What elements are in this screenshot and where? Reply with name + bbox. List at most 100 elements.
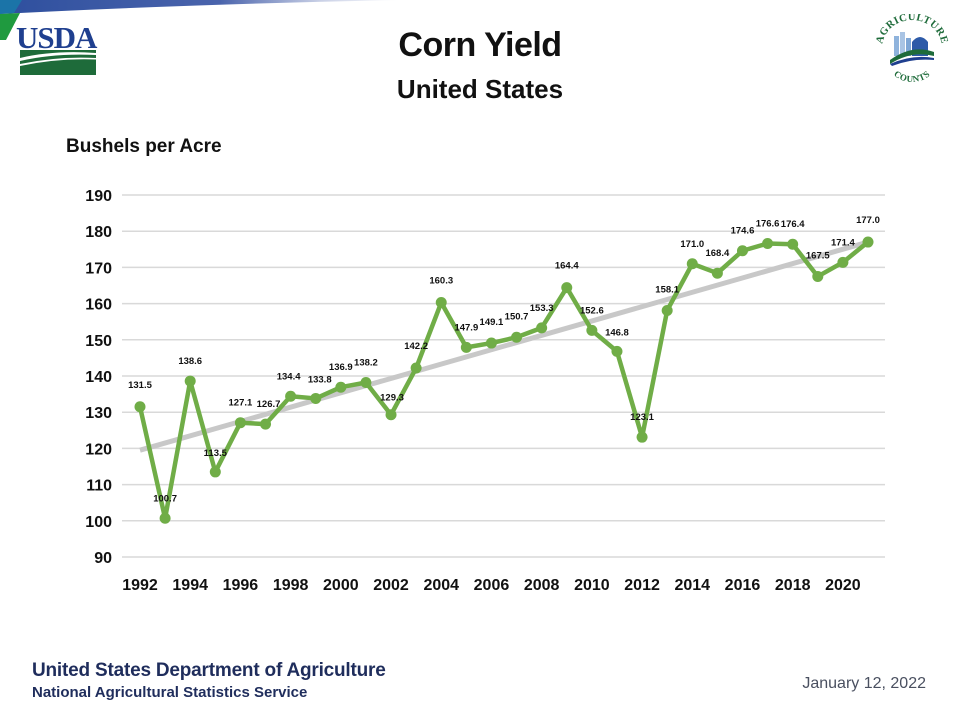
data-point [862,236,874,248]
data-labels: 131.5 100.7 138.6 113.5 127.1 126.7 134.4 133.8… [128,215,880,504]
data-label: 177.0 [856,215,880,226]
trend-line [139,239,869,453]
gridlines [122,194,885,558]
x-tick-label: 2004 [423,577,459,594]
data-label: 176.4 [781,219,805,230]
x-tick-label: 2010 [574,577,610,594]
y-axis-label: Bushels per Acre [66,136,222,157]
chart-title: Corn Yield [398,26,562,64]
y-tick-label: 160 [85,297,112,314]
y-tick-label: 180 [85,224,112,241]
data-label: 152.6 [580,305,604,316]
data-label: 164.4 [555,261,579,272]
data-point [260,418,272,430]
y-tick-label: 110 [86,478,112,495]
data-point [234,417,246,429]
y-tick-label: 90 [94,550,112,567]
y-tick-label: 130 [85,405,112,422]
y-axis-ticks: 90 100 110 120 130 140 150 160 170 180 190 [85,188,112,567]
usda-logo: USDA [16,20,98,75]
data-point [285,390,297,402]
y-tick-label: 170 [85,260,112,277]
data-label: 136.9 [329,362,353,373]
chart-subtitle: United States [396,74,564,104]
data-label: 127.1 [229,398,253,409]
footer-agency: National Agricultural Statistics Service [32,684,308,701]
data-point [561,282,573,294]
data-label: 138.6 [178,356,202,367]
footer-organization: United States Department of Agriculture [32,660,386,681]
data-point [184,375,196,387]
agriculture-counts-logo: AGRICULTURE COUNTS [874,14,949,82]
data-label: 138.2 [354,358,378,369]
x-tick-label: 2008 [524,577,560,594]
data-point [209,466,221,478]
x-tick-label: 1998 [273,577,309,594]
data-label: 113.5 [204,448,228,459]
x-tick-label: 2002 [373,577,409,594]
x-tick-label: 1992 [122,577,158,594]
x-tick-label: 1996 [223,577,259,594]
data-label: 150.7 [505,311,529,322]
data-label: 149.1 [480,317,504,328]
data-label: 134.4 [277,371,301,382]
data-label: 131.5 [128,380,152,391]
data-label: 153.3 [530,303,554,314]
y-tick-label: 120 [85,441,112,458]
ag-logo-text-bottom: COUNTS [892,69,931,82]
data-label: 174.6 [731,226,755,237]
data-label: 129.3 [380,393,404,404]
data-label: 160.3 [429,276,453,287]
data-label: 126.7 [257,399,281,410]
line-chart: 90 100 110 120 130 140 150 160 170 180 190 1992 199… [85,188,885,594]
y-tick-label: 140 [85,369,112,386]
data-point [410,362,422,374]
data-point [360,377,372,389]
x-tick-label: 2020 [825,577,861,594]
data-label: 168.4 [705,248,729,259]
data-point [837,256,849,268]
data-label: 176.6 [756,219,780,230]
x-tick-label: 2006 [474,577,510,594]
data-label: 146.8 [605,327,629,338]
x-tick-label: 2012 [624,577,660,594]
y-tick-label: 100 [85,514,112,531]
data-point [511,331,523,343]
data-point [385,409,397,421]
footer-date: January 12, 2022 [802,675,926,692]
x-tick-label: 2014 [674,577,710,594]
x-axis-ticks: 1992 1994 1996 1998 2000 2002 2004 2006 2008 2010… [122,577,861,594]
data-label: 142.2 [404,341,428,352]
data-point [134,401,146,413]
y-tick-label: 190 [85,188,112,205]
series-group [134,236,874,524]
data-point [611,345,623,357]
data-point [686,258,698,270]
header-banner [0,0,400,40]
data-point [736,245,748,257]
x-tick-label: 2000 [323,577,359,594]
data-point [762,238,774,250]
data-point [460,341,472,353]
data-point [310,392,322,404]
data-point [812,270,824,282]
data-point [435,297,447,309]
data-point [636,431,648,443]
series-line [137,240,870,521]
svg-text:COUNTS: COUNTS [892,69,932,82]
y-tick-label: 150 [85,333,112,350]
data-point [586,324,598,336]
data-label: 171.4 [831,237,855,248]
data-point [335,381,347,393]
data-label: 158.1 [655,284,679,295]
data-label: 123.1 [630,412,654,423]
data-point [159,512,171,524]
data-point [711,267,723,279]
trend-line-group [139,239,869,453]
data-label: 171.0 [680,239,704,250]
data-point [485,337,497,349]
usda-logo-text: USDA [16,20,98,55]
data-label: 167.5 [806,250,830,261]
x-tick-label: 2016 [725,577,761,594]
data-label: 133.8 [308,374,332,385]
